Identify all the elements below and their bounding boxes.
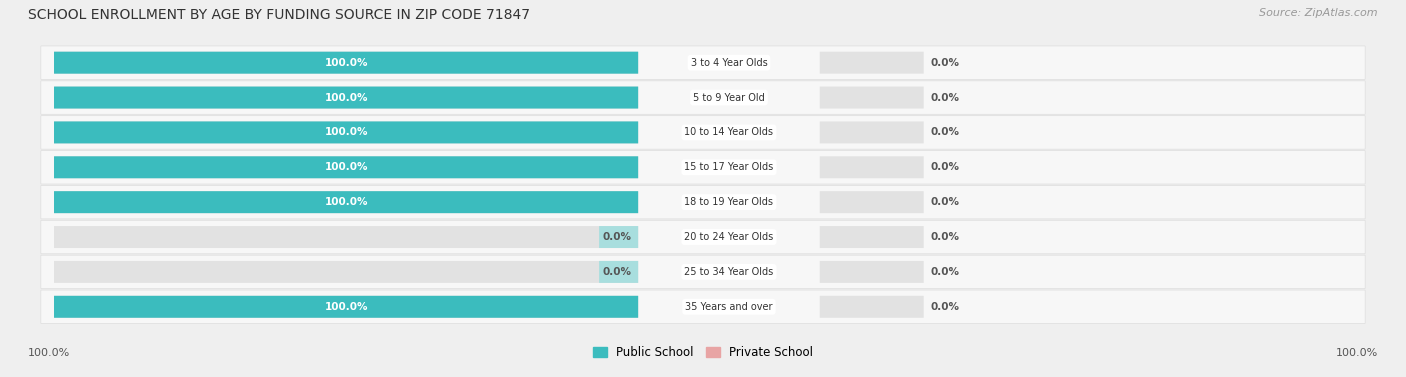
Text: 0.0%: 0.0% (931, 197, 959, 207)
Text: 5 to 9 Year Old: 5 to 9 Year Old (693, 92, 765, 103)
Text: 100.0%: 100.0% (325, 302, 368, 312)
FancyBboxPatch shape (41, 255, 1365, 289)
Text: SCHOOL ENROLLMENT BY AGE BY FUNDING SOURCE IN ZIP CODE 71847: SCHOOL ENROLLMENT BY AGE BY FUNDING SOUR… (28, 8, 530, 21)
FancyBboxPatch shape (53, 191, 638, 213)
Text: 0.0%: 0.0% (931, 302, 959, 312)
Text: 100.0%: 100.0% (325, 197, 368, 207)
FancyBboxPatch shape (599, 261, 638, 283)
FancyBboxPatch shape (53, 296, 638, 318)
Text: 0.0%: 0.0% (603, 267, 631, 277)
Legend: Public School, Private School: Public School, Private School (588, 341, 818, 363)
FancyBboxPatch shape (41, 46, 1365, 80)
Text: 0.0%: 0.0% (931, 267, 959, 277)
Text: 0.0%: 0.0% (931, 58, 959, 68)
FancyBboxPatch shape (53, 87, 638, 109)
Text: 25 to 34 Year Olds: 25 to 34 Year Olds (685, 267, 773, 277)
Text: Source: ZipAtlas.com: Source: ZipAtlas.com (1260, 8, 1378, 18)
FancyBboxPatch shape (41, 150, 1365, 184)
FancyBboxPatch shape (53, 226, 638, 248)
FancyBboxPatch shape (820, 226, 924, 248)
Text: 35 Years and over: 35 Years and over (685, 302, 773, 312)
Text: 100.0%: 100.0% (325, 127, 368, 138)
FancyBboxPatch shape (53, 156, 638, 178)
Text: 0.0%: 0.0% (931, 232, 959, 242)
FancyBboxPatch shape (53, 261, 638, 283)
Text: 0.0%: 0.0% (931, 127, 959, 138)
Text: 100.0%: 100.0% (325, 58, 368, 68)
FancyBboxPatch shape (53, 52, 638, 74)
FancyBboxPatch shape (41, 116, 1365, 149)
FancyBboxPatch shape (53, 191, 638, 213)
FancyBboxPatch shape (820, 191, 924, 213)
Text: 15 to 17 Year Olds: 15 to 17 Year Olds (685, 162, 773, 172)
Text: 20 to 24 Year Olds: 20 to 24 Year Olds (685, 232, 773, 242)
Text: 100.0%: 100.0% (1336, 348, 1378, 358)
FancyBboxPatch shape (41, 220, 1365, 254)
FancyBboxPatch shape (41, 81, 1365, 114)
FancyBboxPatch shape (41, 290, 1365, 323)
FancyBboxPatch shape (53, 121, 638, 143)
Text: 0.0%: 0.0% (603, 232, 631, 242)
FancyBboxPatch shape (41, 185, 1365, 219)
FancyBboxPatch shape (53, 87, 638, 109)
Text: 10 to 14 Year Olds: 10 to 14 Year Olds (685, 127, 773, 138)
FancyBboxPatch shape (820, 261, 924, 283)
Text: 0.0%: 0.0% (931, 162, 959, 172)
FancyBboxPatch shape (53, 156, 638, 178)
FancyBboxPatch shape (599, 226, 638, 248)
Text: 100.0%: 100.0% (325, 92, 368, 103)
Text: 0.0%: 0.0% (931, 92, 959, 103)
Text: 100.0%: 100.0% (325, 162, 368, 172)
Text: 18 to 19 Year Olds: 18 to 19 Year Olds (685, 197, 773, 207)
FancyBboxPatch shape (820, 156, 924, 178)
FancyBboxPatch shape (820, 121, 924, 143)
FancyBboxPatch shape (820, 87, 924, 109)
Text: 3 to 4 Year Olds: 3 to 4 Year Olds (690, 58, 768, 68)
FancyBboxPatch shape (53, 52, 638, 74)
FancyBboxPatch shape (820, 52, 924, 74)
Text: 100.0%: 100.0% (28, 348, 70, 358)
FancyBboxPatch shape (53, 121, 638, 143)
FancyBboxPatch shape (53, 296, 638, 318)
FancyBboxPatch shape (820, 296, 924, 318)
